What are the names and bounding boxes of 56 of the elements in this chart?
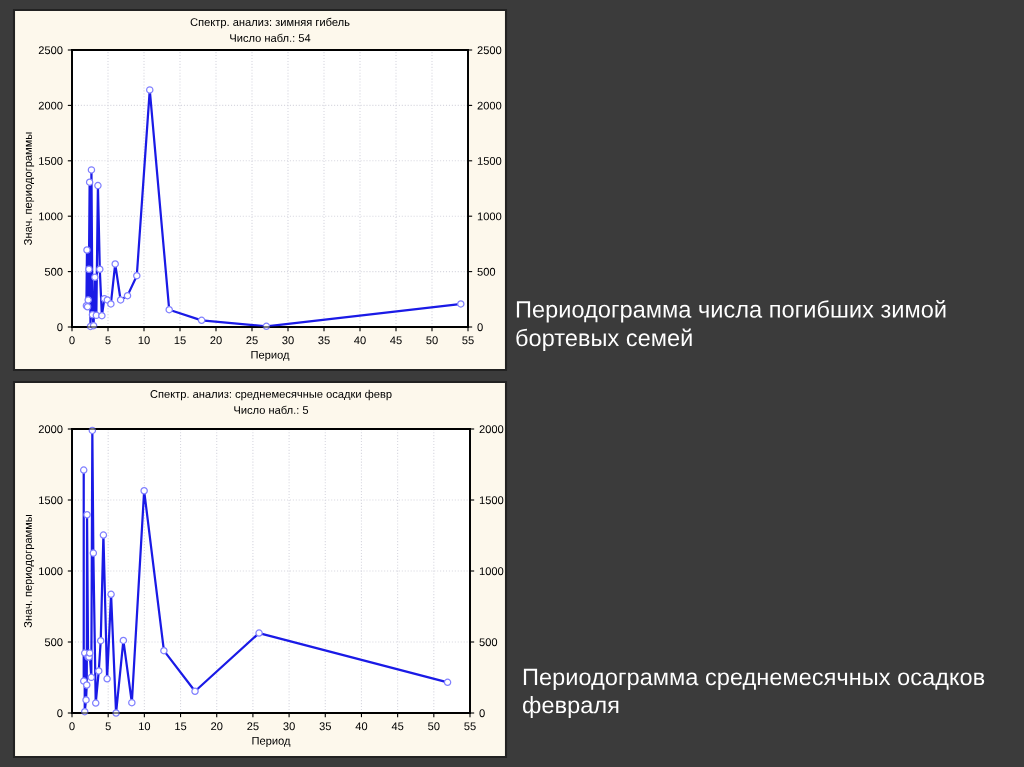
x-tick-label: 55 — [462, 336, 474, 345]
y2-tick-label: 2500 — [477, 46, 502, 55]
y-tick-label: 0 — [57, 323, 63, 332]
y-tick-label: 1500 — [39, 157, 63, 165]
x-tick-label: 25 — [247, 722, 259, 731]
y-axis-title: Знач. периодограммы — [24, 514, 35, 628]
x-tick-label: 35 — [318, 336, 330, 345]
y-tick-label: 2000 — [38, 101, 63, 110]
y2-tick-label: 1500 — [479, 496, 504, 505]
y2-tick-label: 500 — [479, 638, 498, 647]
y2-tick-label: 0 — [477, 323, 483, 332]
x-tick-label: 10 — [139, 722, 151, 731]
x-tick-label: 45 — [390, 336, 402, 345]
x-tick-label: 30 — [283, 722, 295, 731]
x-tick-label: 25 — [246, 336, 258, 345]
y2-tick-label: 1500 — [477, 157, 502, 165]
chart-subtitle: Число набл.: 5 — [234, 405, 309, 414]
x-tick-label: 20 — [210, 336, 222, 345]
y-tick-label: 1000 — [39, 212, 63, 221]
y2-tick-label: 500 — [477, 267, 496, 276]
x-tick-label: 20 — [211, 722, 223, 731]
x-tick-label: 35 — [319, 722, 331, 731]
y-tick-label: 500 — [44, 638, 63, 647]
x-tick-label: 10 — [138, 336, 150, 345]
x-axis-title: Период — [251, 350, 290, 361]
text: Периодограмма среднемесячных осадков февраля — [522, 668, 985, 719]
y-tick-label: 1000 — [39, 567, 63, 576]
x-tick-label: 50 — [428, 722, 440, 731]
x-tick-label: 30 — [282, 336, 294, 345]
x-tick-label: 15 — [174, 336, 186, 345]
x-axis-title: Период — [252, 736, 291, 747]
x-tick-label: 40 — [354, 336, 366, 345]
x-tick-label: 5 — [105, 722, 111, 731]
text: Периодограмма числа погибших зимой бортевых семей — [516, 300, 946, 351]
y2-tick-label: 0 — [479, 709, 485, 718]
chart-subtitle: Число набл.: 54 — [230, 33, 311, 42]
y-tick-label: 2000 — [38, 425, 63, 434]
y-tick-label: 0 — [57, 709, 63, 718]
x-tick-label: 0 — [69, 722, 75, 731]
y2-tick-label: 2000 — [479, 425, 504, 434]
x-tick-label: 50 — [426, 336, 438, 345]
y2-tick-label: 1000 — [479, 567, 504, 576]
y-tick-label: 1500 — [39, 496, 63, 505]
y2-tick-label: 2000 — [477, 101, 502, 110]
x-tick-label: 55 — [464, 722, 476, 731]
y-tick-label: 500 — [44, 267, 63, 276]
y-tick-label: 2500 — [38, 46, 63, 55]
x-tick-label: 45 — [391, 722, 404, 731]
x-tick-label: 5 — [105, 336, 111, 345]
x-tick-label: 40 — [355, 722, 368, 731]
x-tick-label: 15 — [175, 722, 187, 731]
x-tick-label: 0 — [69, 336, 75, 345]
chart-title: Спектр. анализ: среднемесячные осадки февр — [150, 389, 392, 401]
chart-title: Спектр. анализ: зимняя гибель — [190, 17, 350, 29]
y-axis-title: Знач. периодограммы — [24, 132, 35, 245]
y2-tick-label: 1000 — [477, 212, 502, 221]
